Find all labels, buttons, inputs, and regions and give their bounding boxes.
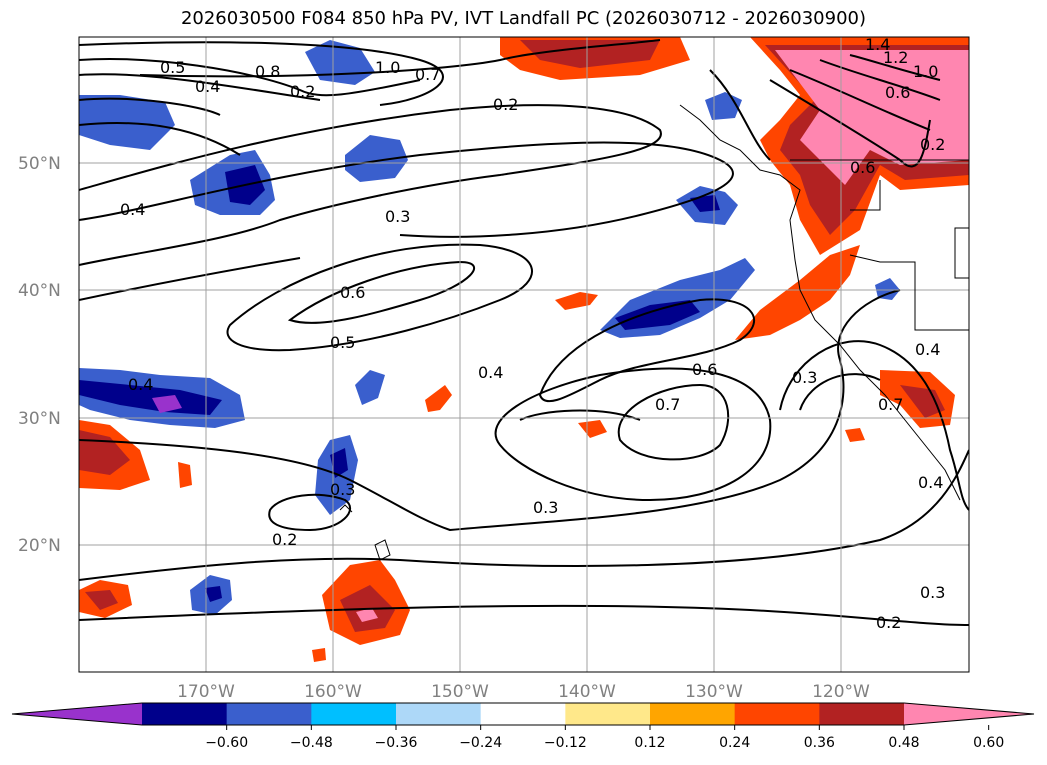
svg-text:0.2: 0.2	[272, 530, 297, 549]
svg-text:0.3: 0.3	[920, 583, 945, 602]
colorbar-tick-label: −0.12	[544, 735, 587, 751]
colorbar-segment	[396, 703, 482, 725]
svg-text:0.3: 0.3	[330, 480, 355, 499]
map-title: 2026030500 F084 850 hPa PV, IVT Landfall…	[180, 8, 867, 29]
svg-text:0.3: 0.3	[533, 498, 558, 517]
lon-label: 160°W	[304, 682, 362, 702]
svg-text:0.4: 0.4	[120, 200, 145, 219]
colorbar-extend-high	[904, 703, 1034, 725]
latitude-labels: 50°N 40°N 30°N 20°N	[18, 154, 61, 556]
lat-label: 50°N	[18, 154, 61, 174]
lat-label: 40°N	[18, 281, 61, 301]
colorbar-tick-label: 0.48	[888, 735, 919, 751]
svg-text:0.2: 0.2	[290, 82, 315, 101]
pv-contours	[79, 39, 969, 626]
colorbar-segment	[311, 703, 397, 725]
svg-text:0.5: 0.5	[330, 333, 355, 352]
svg-text:0.2: 0.2	[920, 135, 945, 154]
colorbar-segment	[226, 703, 312, 725]
colorbar-tick-label: −0.48	[290, 735, 333, 751]
svg-text:0.6: 0.6	[692, 360, 717, 379]
lon-label: 170°W	[177, 682, 235, 702]
colorbar-tick-label: −0.36	[375, 735, 418, 751]
colorbar-segment	[734, 703, 820, 725]
svg-text:0.4: 0.4	[128, 375, 153, 394]
lon-label: 130°W	[685, 682, 743, 702]
svg-text:1.4: 1.4	[865, 35, 890, 54]
svg-text:0.4: 0.4	[915, 340, 940, 359]
svg-text:0.2: 0.2	[493, 95, 518, 114]
svg-text:0.4: 0.4	[195, 77, 220, 96]
colorbar-segment	[142, 703, 228, 725]
svg-text:0.8: 0.8	[255, 62, 280, 81]
svg-text:1.0: 1.0	[375, 58, 400, 77]
svg-text:0.3: 0.3	[385, 207, 410, 226]
colorbar-tick-label: −0.60	[205, 735, 248, 751]
svg-text:0.7: 0.7	[415, 65, 440, 84]
svg-text:0.4: 0.4	[918, 473, 943, 492]
svg-text:0.6: 0.6	[340, 283, 365, 302]
lon-label: 150°W	[431, 682, 489, 702]
lon-label: 140°W	[558, 682, 616, 702]
longitude-labels: 170°W 160°W 150°W 140°W 130°W 120°W	[177, 682, 870, 702]
colorbar-segment	[650, 703, 736, 725]
lat-label: 20°N	[18, 536, 61, 556]
svg-text:0.7: 0.7	[655, 395, 680, 414]
colorbar-segment	[480, 703, 566, 725]
colorbar-tick-label: −0.24	[459, 735, 502, 751]
svg-text:1.0: 1.0	[913, 62, 938, 81]
colorbar-tick-label: 0.24	[719, 735, 750, 751]
colorbar-tick-label: 0.36	[804, 735, 835, 751]
colorbar-tick-label: 0.60	[973, 735, 1004, 751]
colorbar-segment	[819, 703, 905, 725]
graticule	[79, 37, 969, 672]
contour-labels: 0.5 0.4 0.8 1.0 0.7 1.4 1.2 1.0 0.6 0.2 …	[120, 35, 945, 632]
colorbar-extend-low	[12, 703, 142, 725]
colorbar-outline	[11, 702, 1035, 726]
map-area: 0.5 0.4 0.8 1.0 0.7 1.4 1.2 1.0 0.6 0.2 …	[79, 35, 969, 672]
svg-text:1.2: 1.2	[883, 48, 908, 67]
coastlines	[339, 104, 969, 561]
svg-text:0.6: 0.6	[885, 83, 910, 102]
svg-text:0.3: 0.3	[792, 368, 817, 387]
svg-text:0.4: 0.4	[478, 363, 503, 382]
colorbar-segment	[565, 703, 651, 725]
lon-label: 120°W	[812, 682, 870, 702]
svg-text:0.7: 0.7	[878, 395, 903, 414]
map-frame	[78, 36, 970, 673]
svg-text:0.6: 0.6	[850, 158, 875, 177]
svg-text:0.2: 0.2	[876, 613, 901, 632]
lat-label: 30°N	[18, 409, 61, 429]
colorbar-tick-label: 0.12	[634, 735, 665, 751]
svg-text:0.5: 0.5	[160, 58, 185, 77]
colorbar: −0.60 −0.48 −0.36 −0.24 −0.12 0.12 0.24 0.36 0.4…	[11, 702, 1035, 751]
